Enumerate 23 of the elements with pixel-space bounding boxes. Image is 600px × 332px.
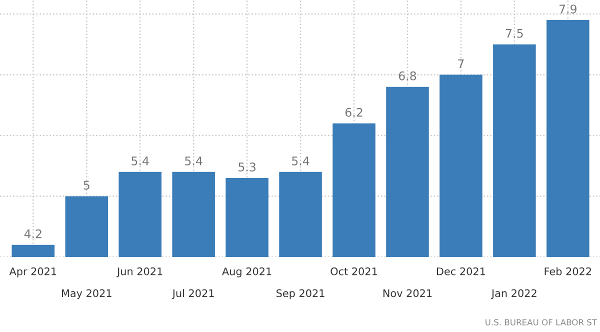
data-label: 7.5 [506, 29, 523, 38]
data-label: 4.2 [24, 229, 42, 238]
data-label: 5.4 [132, 156, 149, 166]
data-label: 5 [84, 180, 90, 190]
x-tick-label: Apr 2021 [9, 267, 56, 278]
data-label: 5.4 [185, 156, 202, 166]
x-tick-label: May 2021 [62, 289, 112, 300]
text: U.S. BUREAU OF LABOR ST [486, 319, 598, 326]
x-tick-label: Oct 2021 [330, 267, 377, 276]
x-tick-label: Sep 2021 [276, 289, 324, 300]
data-label: 7 [458, 59, 464, 68]
data-label: 7.9 [559, 4, 576, 14]
data-label: 6.8 [398, 71, 416, 80]
x-tick-label: Jul 2021 [172, 289, 214, 300]
x-tick-label: Jan 2022 [490, 289, 536, 300]
data-label: 5.4 [292, 156, 310, 166]
x-tick-label: Nov 2021 [383, 289, 432, 298]
x-tick-label: Jun 2021 [116, 267, 162, 278]
x-tick-label: Aug 2021 [222, 267, 272, 278]
data-label: 6.2 [345, 108, 362, 117]
x-tick-label: Dec 2021 [436, 267, 485, 276]
data-label: 5.3 [238, 162, 256, 172]
x-tick-label: Feb 2022 [544, 267, 591, 276]
